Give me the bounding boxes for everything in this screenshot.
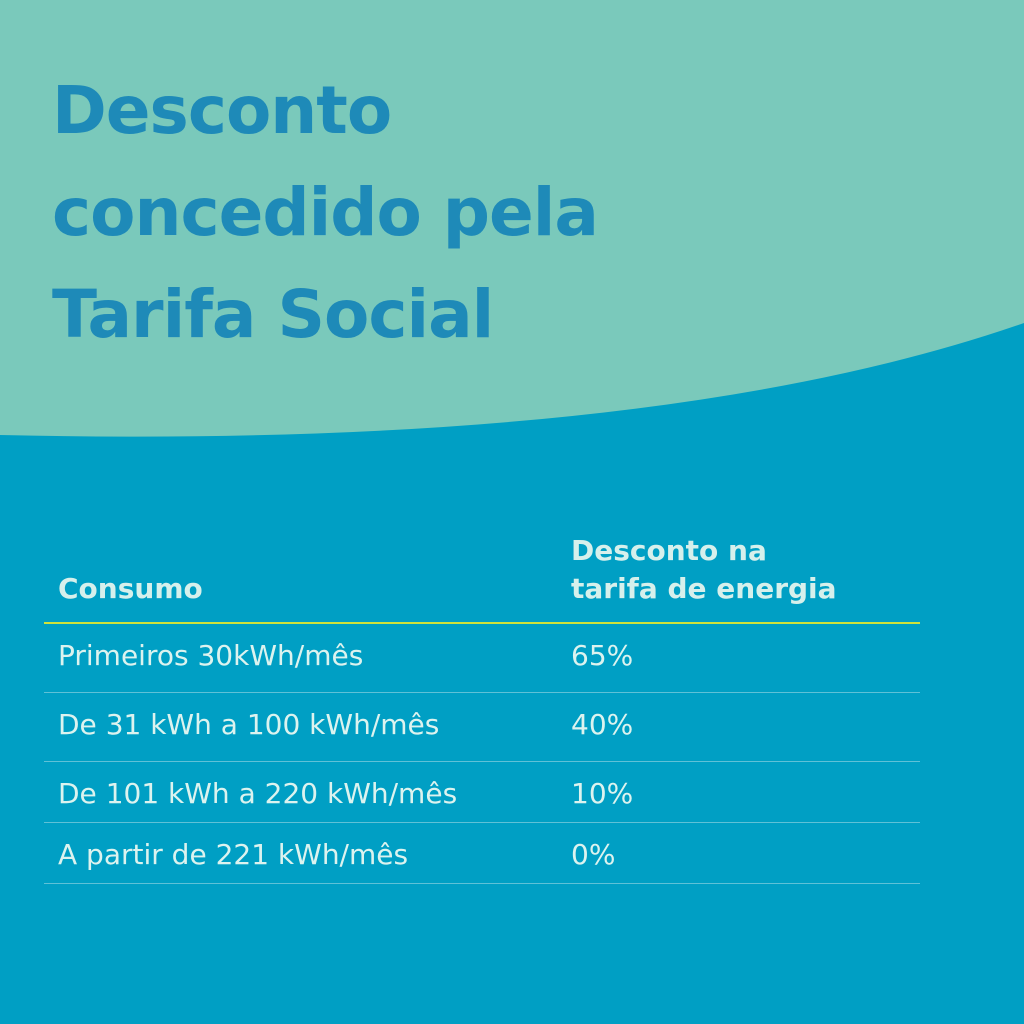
title-line-2: concedido pela — [52, 174, 599, 251]
discount-table: Consumo Desconto na tarifa de energia Pr… — [44, 530, 920, 884]
table-header: Consumo Desconto na tarifa de energia — [44, 530, 920, 624]
row-desconto: 40% — [571, 708, 634, 741]
header-desconto: Desconto na tarifa de energia — [571, 532, 911, 608]
header-consumo: Consumo — [58, 572, 203, 605]
row-consumo: De 101 kWh a 220 kWh/mês — [58, 777, 458, 810]
row-desconto: 10% — [571, 777, 634, 810]
table-row: A partir de 221 kWh/mês 0% — [44, 823, 920, 884]
row-consumo: Primeiros 30kWh/mês — [58, 639, 364, 672]
page-title: Desconto concedido pela Tarifa Social — [52, 60, 952, 366]
row-desconto: 65% — [571, 639, 634, 672]
table-row: De 101 kWh a 220 kWh/mês 10% — [44, 762, 920, 823]
row-consumo: De 31 kWh a 100 kWh/mês — [58, 708, 440, 741]
title-line-3: Tarifa Social — [52, 276, 494, 353]
row-desconto: 0% — [571, 838, 616, 871]
table-row: De 31 kWh a 100 kWh/mês 40% — [44, 693, 920, 762]
row-consumo: A partir de 221 kWh/mês — [58, 838, 409, 871]
table-row: Primeiros 30kWh/mês 65% — [44, 624, 920, 693]
title-line-1: Desconto — [52, 72, 392, 149]
header-desconto-line-2: tarifa de energia — [571, 572, 837, 605]
header-desconto-line-1: Desconto na — [571, 534, 767, 567]
